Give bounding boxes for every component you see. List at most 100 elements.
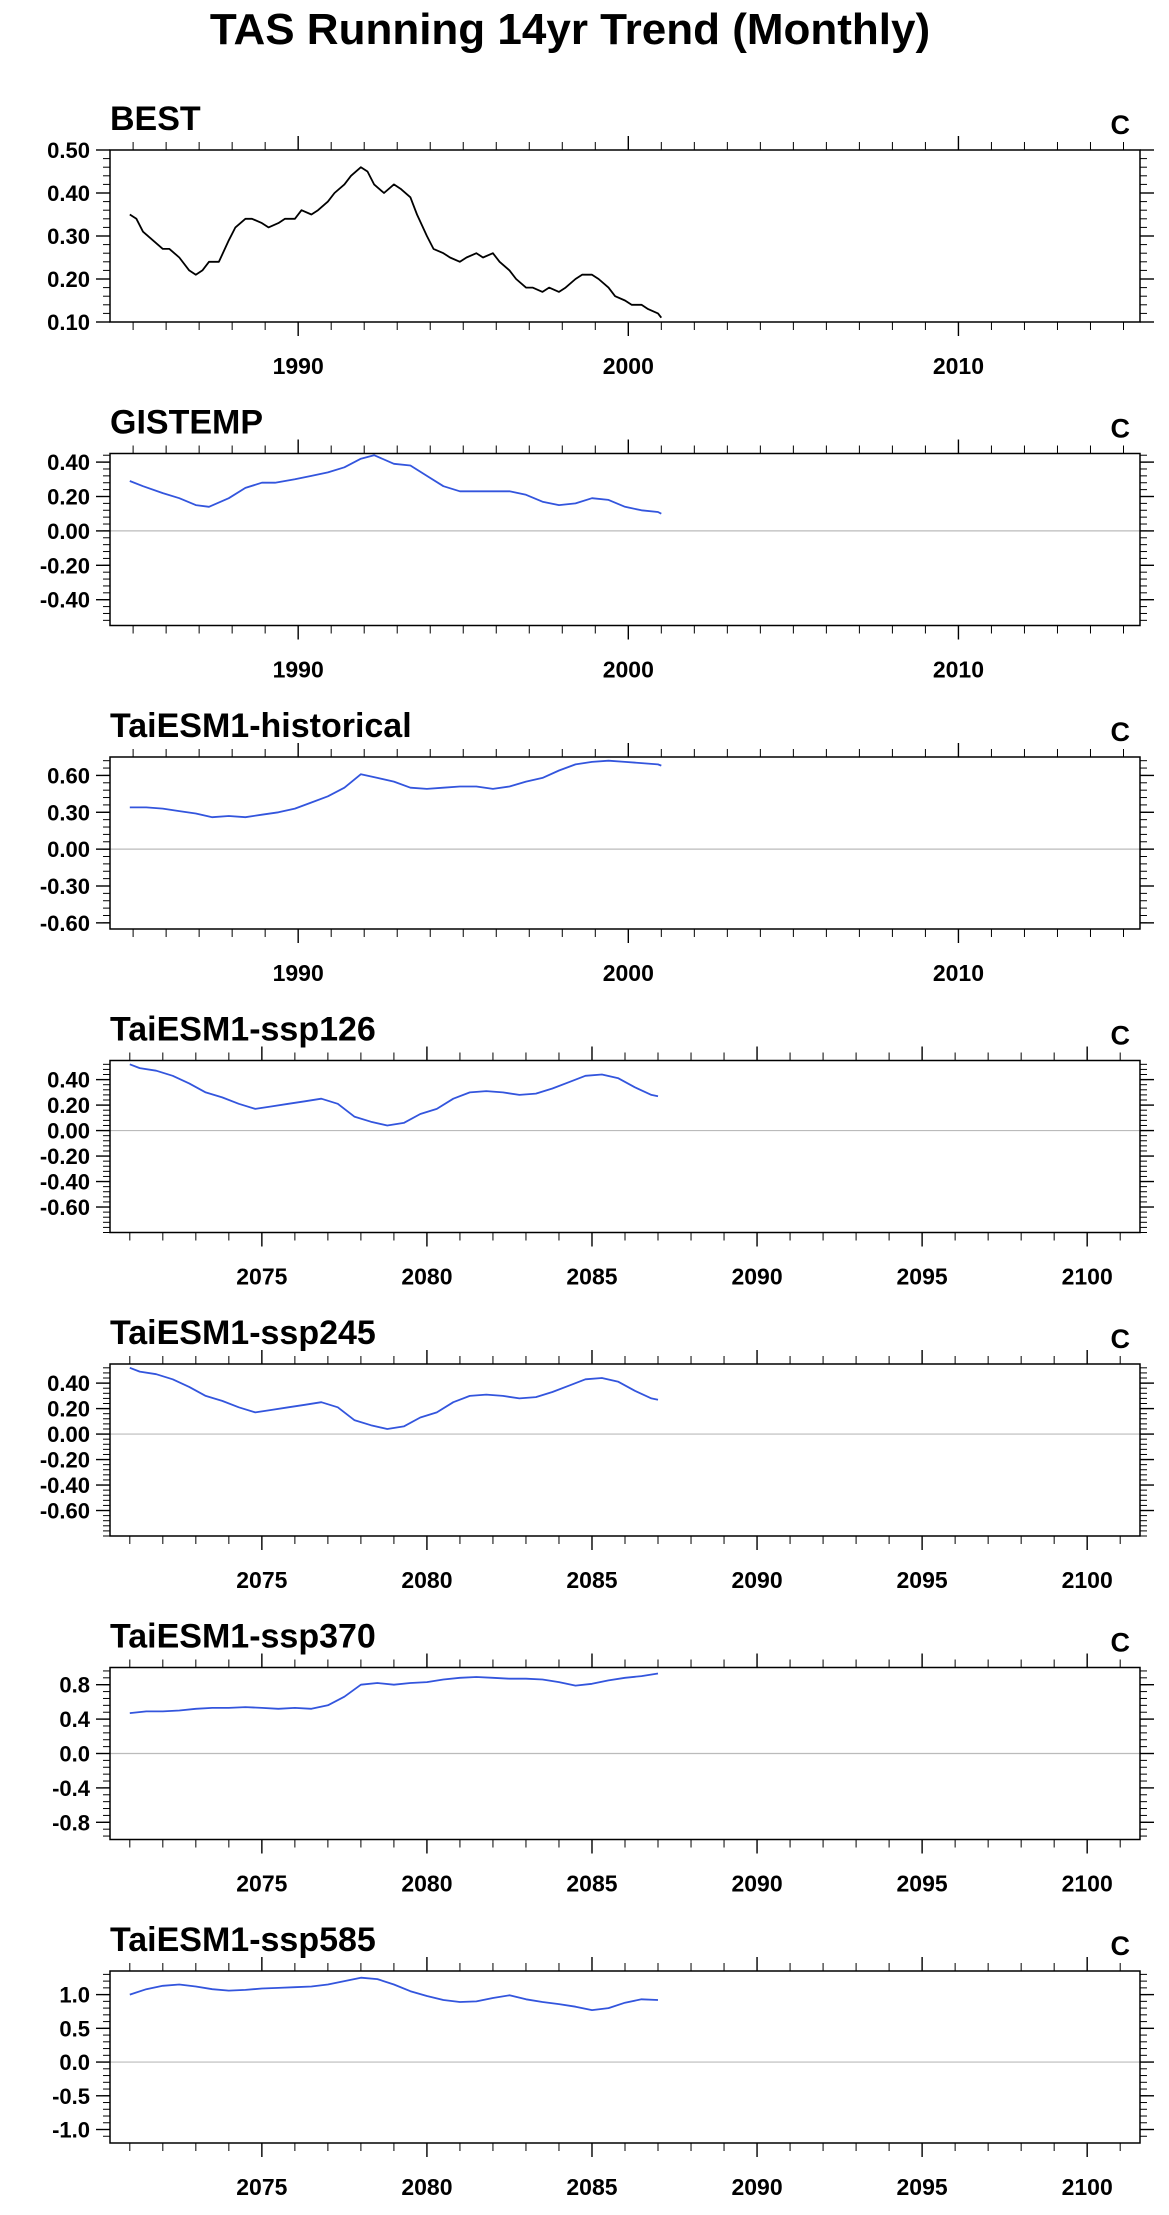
panel-units: C: [1111, 110, 1131, 140]
y-tick-label: 0.40: [47, 1068, 90, 1093]
x-tick-label: 2100: [1062, 2174, 1113, 2200]
y-tick-label: -0.20: [40, 1448, 90, 1473]
y-tick-label: 0.0: [59, 1742, 90, 1767]
x-tick-label: 2095: [897, 2174, 948, 2200]
y-tick-label: 0.50: [47, 138, 90, 163]
x-tick-label: 2080: [401, 1871, 452, 1897]
x-tick-label: 2090: [731, 1871, 782, 1897]
y-tick-label: 0.30: [47, 224, 90, 249]
panel-units: C: [1111, 1021, 1131, 1051]
y-tick-label: -0.60: [40, 911, 90, 936]
y-tick-label: -0.20: [40, 553, 90, 578]
plot-frame: [109, 756, 1141, 930]
x-tick-label: 2000: [603, 657, 654, 683]
y-tick-label: 0.40: [47, 181, 90, 206]
panels: BEST C 0.10 0.20 0.30 0.40 0.50 1990 2000 2010 GIS…: [40, 100, 1154, 2200]
chart-panel-2: GISTEMP C -0.40 -0.20 0.00 0.20 0.40 1990 2000 20…: [40, 404, 1154, 683]
x-tick-label: 2080: [401, 1567, 452, 1593]
x-tick-label: 2000: [603, 353, 654, 379]
y-tick-label: 0.4: [59, 1707, 90, 1732]
x-tick-label: 2075: [236, 1871, 287, 1897]
y-tick-label: -0.30: [40, 874, 90, 899]
y-tick-label: 0.00: [47, 837, 90, 862]
y-tick-label: -0.60: [40, 1195, 90, 1220]
plot-frame: [109, 1059, 1141, 1234]
figure-title: TAS Running 14yr Trend (Monthly): [210, 5, 930, 54]
y-tick-label: -0.40: [40, 588, 90, 613]
x-tick-label: 1990: [273, 353, 324, 379]
x-tick-label: 1990: [273, 960, 324, 986]
panel-units: C: [1111, 1324, 1131, 1354]
series-line-1: [129, 1976, 659, 2011]
panel-units: C: [1111, 1931, 1131, 1961]
chart-panel-1: BEST C 0.10 0.20 0.30 0.40 0.50 1990 2000 2010: [47, 100, 1154, 379]
x-tick-label: 2085: [566, 2174, 617, 2200]
x-tick-label: 2095: [897, 1264, 948, 1290]
y-tick-label: 0.20: [47, 267, 90, 292]
panel-title: TaiESM1-ssp585: [110, 1921, 376, 1959]
panel-title: GISTEMP: [110, 404, 263, 442]
panel-title: TaiESM1-ssp370: [110, 1618, 376, 1656]
plot-frame: [109, 149, 1141, 323]
panel-title: TaiESM1-historical: [110, 707, 412, 745]
y-tick-label: -0.5: [52, 2084, 90, 2109]
x-tick-label: 2100: [1062, 1871, 1113, 1897]
x-tick-label: 1990: [273, 657, 324, 683]
chart-panel-6: TaiESM1-ssp370 C -0.8 -0.4 0.0 0.4 0.8 2075 2080…: [52, 1618, 1154, 1897]
y-tick-label: -1.0: [52, 2118, 90, 2143]
x-tick-label: 2080: [401, 2174, 452, 2200]
y-tick-label: 1.0: [59, 1983, 90, 2008]
x-tick-label: 2080: [401, 1264, 452, 1290]
y-tick-label: 0.10: [47, 310, 90, 335]
y-tick-label: 0.20: [47, 1093, 90, 1118]
series-line-1: [129, 1366, 659, 1430]
y-tick-label: 0.00: [47, 1119, 90, 1144]
x-tick-label: 2010: [933, 657, 984, 683]
panel-units: C: [1111, 717, 1131, 747]
y-tick-label: 0.40: [47, 450, 90, 475]
x-tick-label: 2075: [236, 1264, 287, 1290]
x-tick-label: 2000: [603, 960, 654, 986]
panel-units: C: [1111, 1628, 1131, 1658]
series-line-1: [129, 454, 662, 515]
x-tick-label: 2075: [236, 1567, 287, 1593]
plot-frame: [109, 452, 1141, 627]
chart-panel-4: TaiESM1-ssp126 C -0.60-0.40-0.200.000.200.…: [40, 1011, 1154, 1290]
series-line-1: [129, 166, 663, 319]
plot-frame: [109, 1970, 1141, 2144]
plot-frame: [109, 1666, 1141, 1841]
y-tick-label: 0.5: [59, 2016, 90, 2041]
x-tick-label: 2100: [1062, 1264, 1113, 1290]
y-tick-label: -0.60: [40, 1499, 90, 1524]
chart-panel-7: TaiESM1-ssp585 C -1.0 -0.5 0.0 0.5 1.0 2075 2080…: [52, 1921, 1154, 2200]
y-tick-label: -0.40: [40, 1170, 90, 1195]
x-tick-label: 2085: [566, 1871, 617, 1897]
y-tick-label: 0.30: [47, 800, 90, 825]
panel-title: TaiESM1-ssp126: [110, 1011, 376, 1049]
series-line-1: [129, 1063, 659, 1127]
x-tick-label: 2090: [731, 2174, 782, 2200]
series-line-1: [129, 759, 662, 819]
y-tick-label: 0.20: [47, 1397, 90, 1422]
y-tick-label: -0.20: [40, 1144, 90, 1169]
y-tick-label: 0.00: [47, 1422, 90, 1447]
x-tick-label: 2090: [731, 1264, 782, 1290]
y-tick-label: 0.8: [59, 1673, 90, 1698]
x-tick-label: 2010: [933, 960, 984, 986]
panel-title: TaiESM1-ssp245: [110, 1314, 376, 1352]
series-line-1: [129, 1672, 659, 1714]
y-tick-label: 0.00: [47, 519, 90, 544]
x-tick-label: 2075: [236, 2174, 287, 2200]
panel-units: C: [1111, 414, 1131, 444]
x-tick-label: 2095: [897, 1871, 948, 1897]
y-tick-label: -0.40: [40, 1473, 90, 1498]
chart-panel-3: TaiESM1-historical C -0.60 -0.30 0.00 0.30 0.6…: [40, 707, 1154, 986]
plot-frame: [109, 1363, 1141, 1537]
panel-title: BEST: [110, 100, 201, 138]
x-tick-label: 2085: [566, 1567, 617, 1593]
x-tick-label: 2085: [566, 1264, 617, 1290]
chart-panel-5: TaiESM1-ssp245 C -0.60-0.40-0.200.000.200.…: [40, 1314, 1154, 1593]
y-tick-label: -0.4: [52, 1776, 91, 1801]
x-tick-label: 2100: [1062, 1567, 1113, 1593]
